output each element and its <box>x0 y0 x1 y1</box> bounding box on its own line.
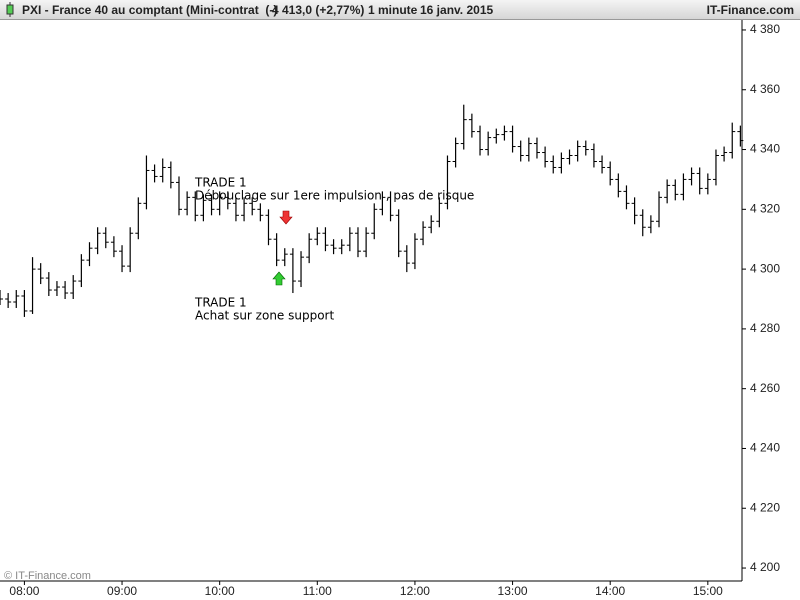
y-tick-label: 4 300 <box>750 261 780 275</box>
last-price: 4 413,0 (+2,77%) <box>272 3 365 17</box>
y-tick-label: 4 380 <box>750 22 780 36</box>
annotation-text: Achat sur zone support <box>195 309 334 323</box>
x-tick-label: 08:00 <box>9 584 39 598</box>
y-tick-label: 4 360 <box>750 82 780 96</box>
y-tick-label: 4 200 <box>750 560 780 574</box>
y-tick-label: 4 280 <box>750 321 780 335</box>
y-tick-label: 4 220 <box>750 500 780 514</box>
annotation-text: Débouclage sur 1ere impulsion , pas de r… <box>195 189 474 203</box>
y-tick-label: 4 260 <box>750 381 780 395</box>
x-tick-label: 13:00 <box>498 584 528 598</box>
header-bar: PXI - France 40 au comptant (Mini-contra… <box>0 0 800 20</box>
x-tick-label: 12:00 <box>400 584 430 598</box>
annotation-title: TRADE 1 <box>194 176 247 190</box>
x-tick-label: 14:00 <box>595 584 625 598</box>
candle-icon <box>6 2 14 17</box>
x-tick-label: 10:00 <box>205 584 235 598</box>
sell-arrow <box>279 210 293 225</box>
x-tick-label: 09:00 <box>107 584 137 598</box>
annotation-title: TRADE 1 <box>194 296 247 310</box>
instrument: PXI - France 40 au comptant (Mini-contra… <box>22 3 278 17</box>
date: 16 janv. 2015 <box>420 3 494 17</box>
x-tick-label: 15:00 <box>693 584 723 598</box>
copyright: © IT-Finance.com <box>4 570 91 582</box>
buy-arrow <box>272 271 286 286</box>
y-tick-label: 4 340 <box>750 142 780 156</box>
source: IT-Finance.com <box>706 3 794 17</box>
y-tick-label: 4 320 <box>750 201 780 215</box>
y-tick-label: 4 240 <box>750 441 780 455</box>
x-tick-label: 11:00 <box>303 584 332 598</box>
period: 1 minute <box>368 3 418 17</box>
